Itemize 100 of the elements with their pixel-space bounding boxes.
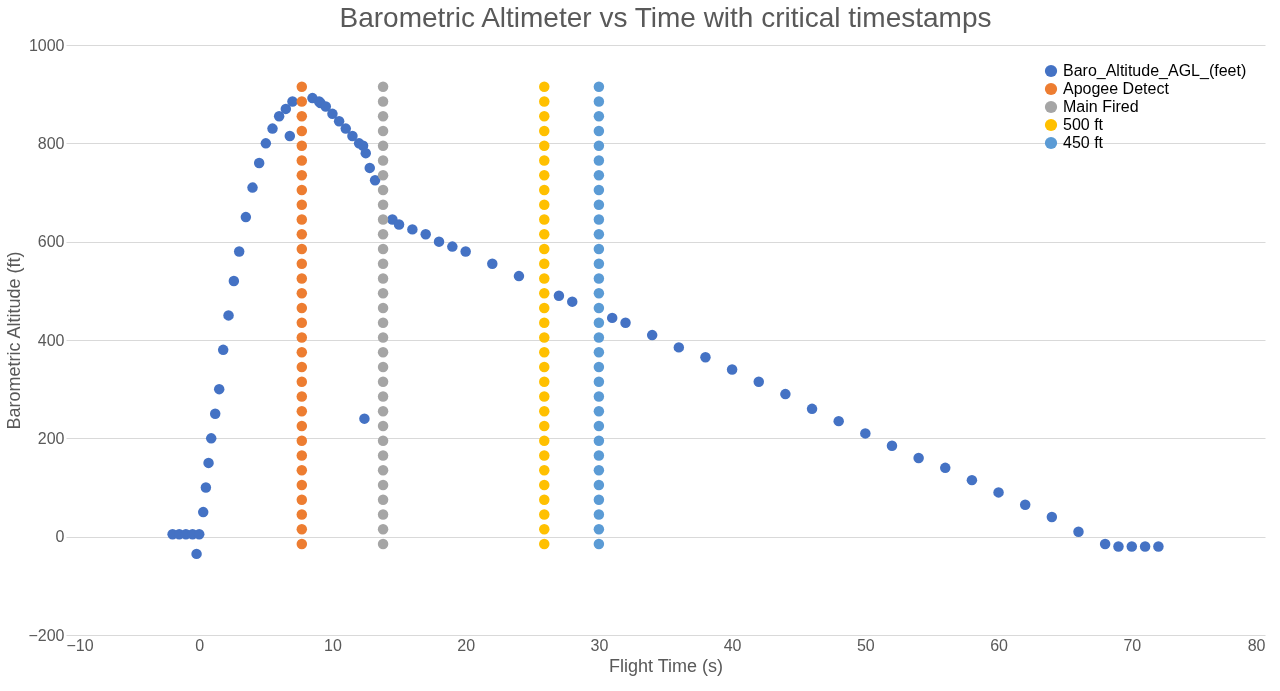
point: [593, 111, 605, 122]
point: [296, 273, 308, 284]
point: [593, 288, 605, 299]
point: [377, 155, 389, 166]
point: [296, 96, 308, 107]
point: [539, 406, 550, 417]
point: [377, 361, 389, 373]
point: [296, 538, 308, 550]
point: [539, 96, 550, 107]
point: [377, 450, 389, 461]
point: [539, 288, 550, 299]
point: [377, 479, 389, 491]
point: [539, 376, 550, 388]
y-tick-label: −200: [28, 626, 65, 644]
point: [593, 376, 605, 388]
point: [377, 435, 389, 447]
legend-label: Main Fired: [1063, 98, 1139, 115]
point: [539, 214, 550, 225]
point: [296, 494, 308, 506]
point: [377, 317, 389, 329]
point: [296, 258, 308, 270]
point: [593, 494, 605, 506]
point: [593, 155, 605, 166]
point: [377, 81, 389, 93]
point: [539, 479, 550, 491]
point: [296, 125, 308, 137]
x-tick-label: −10: [66, 636, 94, 654]
point: [377, 288, 389, 299]
point: [377, 406, 389, 417]
point: [296, 332, 308, 343]
x-axis-title: Flight Time (s): [608, 655, 724, 676]
point: [377, 140, 389, 152]
x-tick-label: 40: [723, 636, 742, 654]
point: [593, 170, 605, 181]
point: [539, 111, 550, 122]
point: [377, 494, 389, 506]
point: [593, 465, 605, 476]
point: [539, 229, 550, 240]
legend-label: Baro_Altitude_AGL_(feet): [1063, 62, 1247, 80]
point: [377, 420, 389, 432]
x-tick-label: 10: [324, 636, 342, 654]
point: [593, 420, 605, 432]
point: [539, 391, 550, 402]
y-tick-label: 200: [37, 429, 65, 447]
point: [377, 125, 389, 137]
x-tick-label: 80: [1247, 636, 1266, 654]
point: [539, 347, 550, 358]
point: [593, 125, 605, 137]
point: [593, 214, 605, 225]
point: [539, 125, 550, 137]
x-tick-label: 0: [195, 636, 205, 654]
point: [539, 302, 550, 314]
point: [539, 273, 550, 284]
x-tick-label: 60: [990, 636, 1009, 654]
y-tick-label: 600: [37, 233, 65, 251]
point: [593, 391, 605, 402]
point: [377, 258, 389, 270]
point: [593, 184, 605, 196]
point: [593, 317, 605, 329]
point: [593, 524, 605, 535]
point: [593, 96, 605, 107]
point: [296, 524, 308, 535]
point: [593, 199, 605, 211]
point: [377, 509, 389, 520]
point: [377, 184, 389, 196]
point: [539, 435, 550, 447]
point: [593, 81, 605, 93]
point: [296, 199, 308, 211]
point: [377, 302, 389, 314]
point: [296, 317, 308, 329]
legend-label: 500 ft: [1063, 116, 1104, 133]
point: [296, 509, 308, 520]
point: [539, 317, 550, 329]
point: [296, 140, 308, 152]
point: [593, 538, 605, 550]
point: [539, 81, 550, 93]
point: [539, 524, 550, 535]
y-tick-label: 800: [37, 134, 65, 152]
point: [296, 214, 308, 225]
point: [377, 229, 389, 240]
point: [539, 140, 550, 152]
point: [296, 288, 308, 299]
point: [593, 347, 605, 358]
point: [593, 361, 605, 373]
point: [593, 450, 605, 461]
x-tick-label: 50: [856, 636, 875, 654]
x-tick-label: 20: [457, 636, 476, 654]
point: [296, 376, 308, 388]
point: [296, 435, 308, 447]
point: [296, 111, 308, 122]
point: [539, 538, 550, 550]
point: [539, 170, 550, 181]
point: [296, 465, 308, 476]
point: [539, 199, 550, 211]
point: [377, 96, 389, 107]
point: [296, 243, 308, 255]
point: [539, 332, 550, 343]
point: [539, 243, 550, 255]
point: [539, 450, 550, 461]
point: [377, 214, 389, 225]
